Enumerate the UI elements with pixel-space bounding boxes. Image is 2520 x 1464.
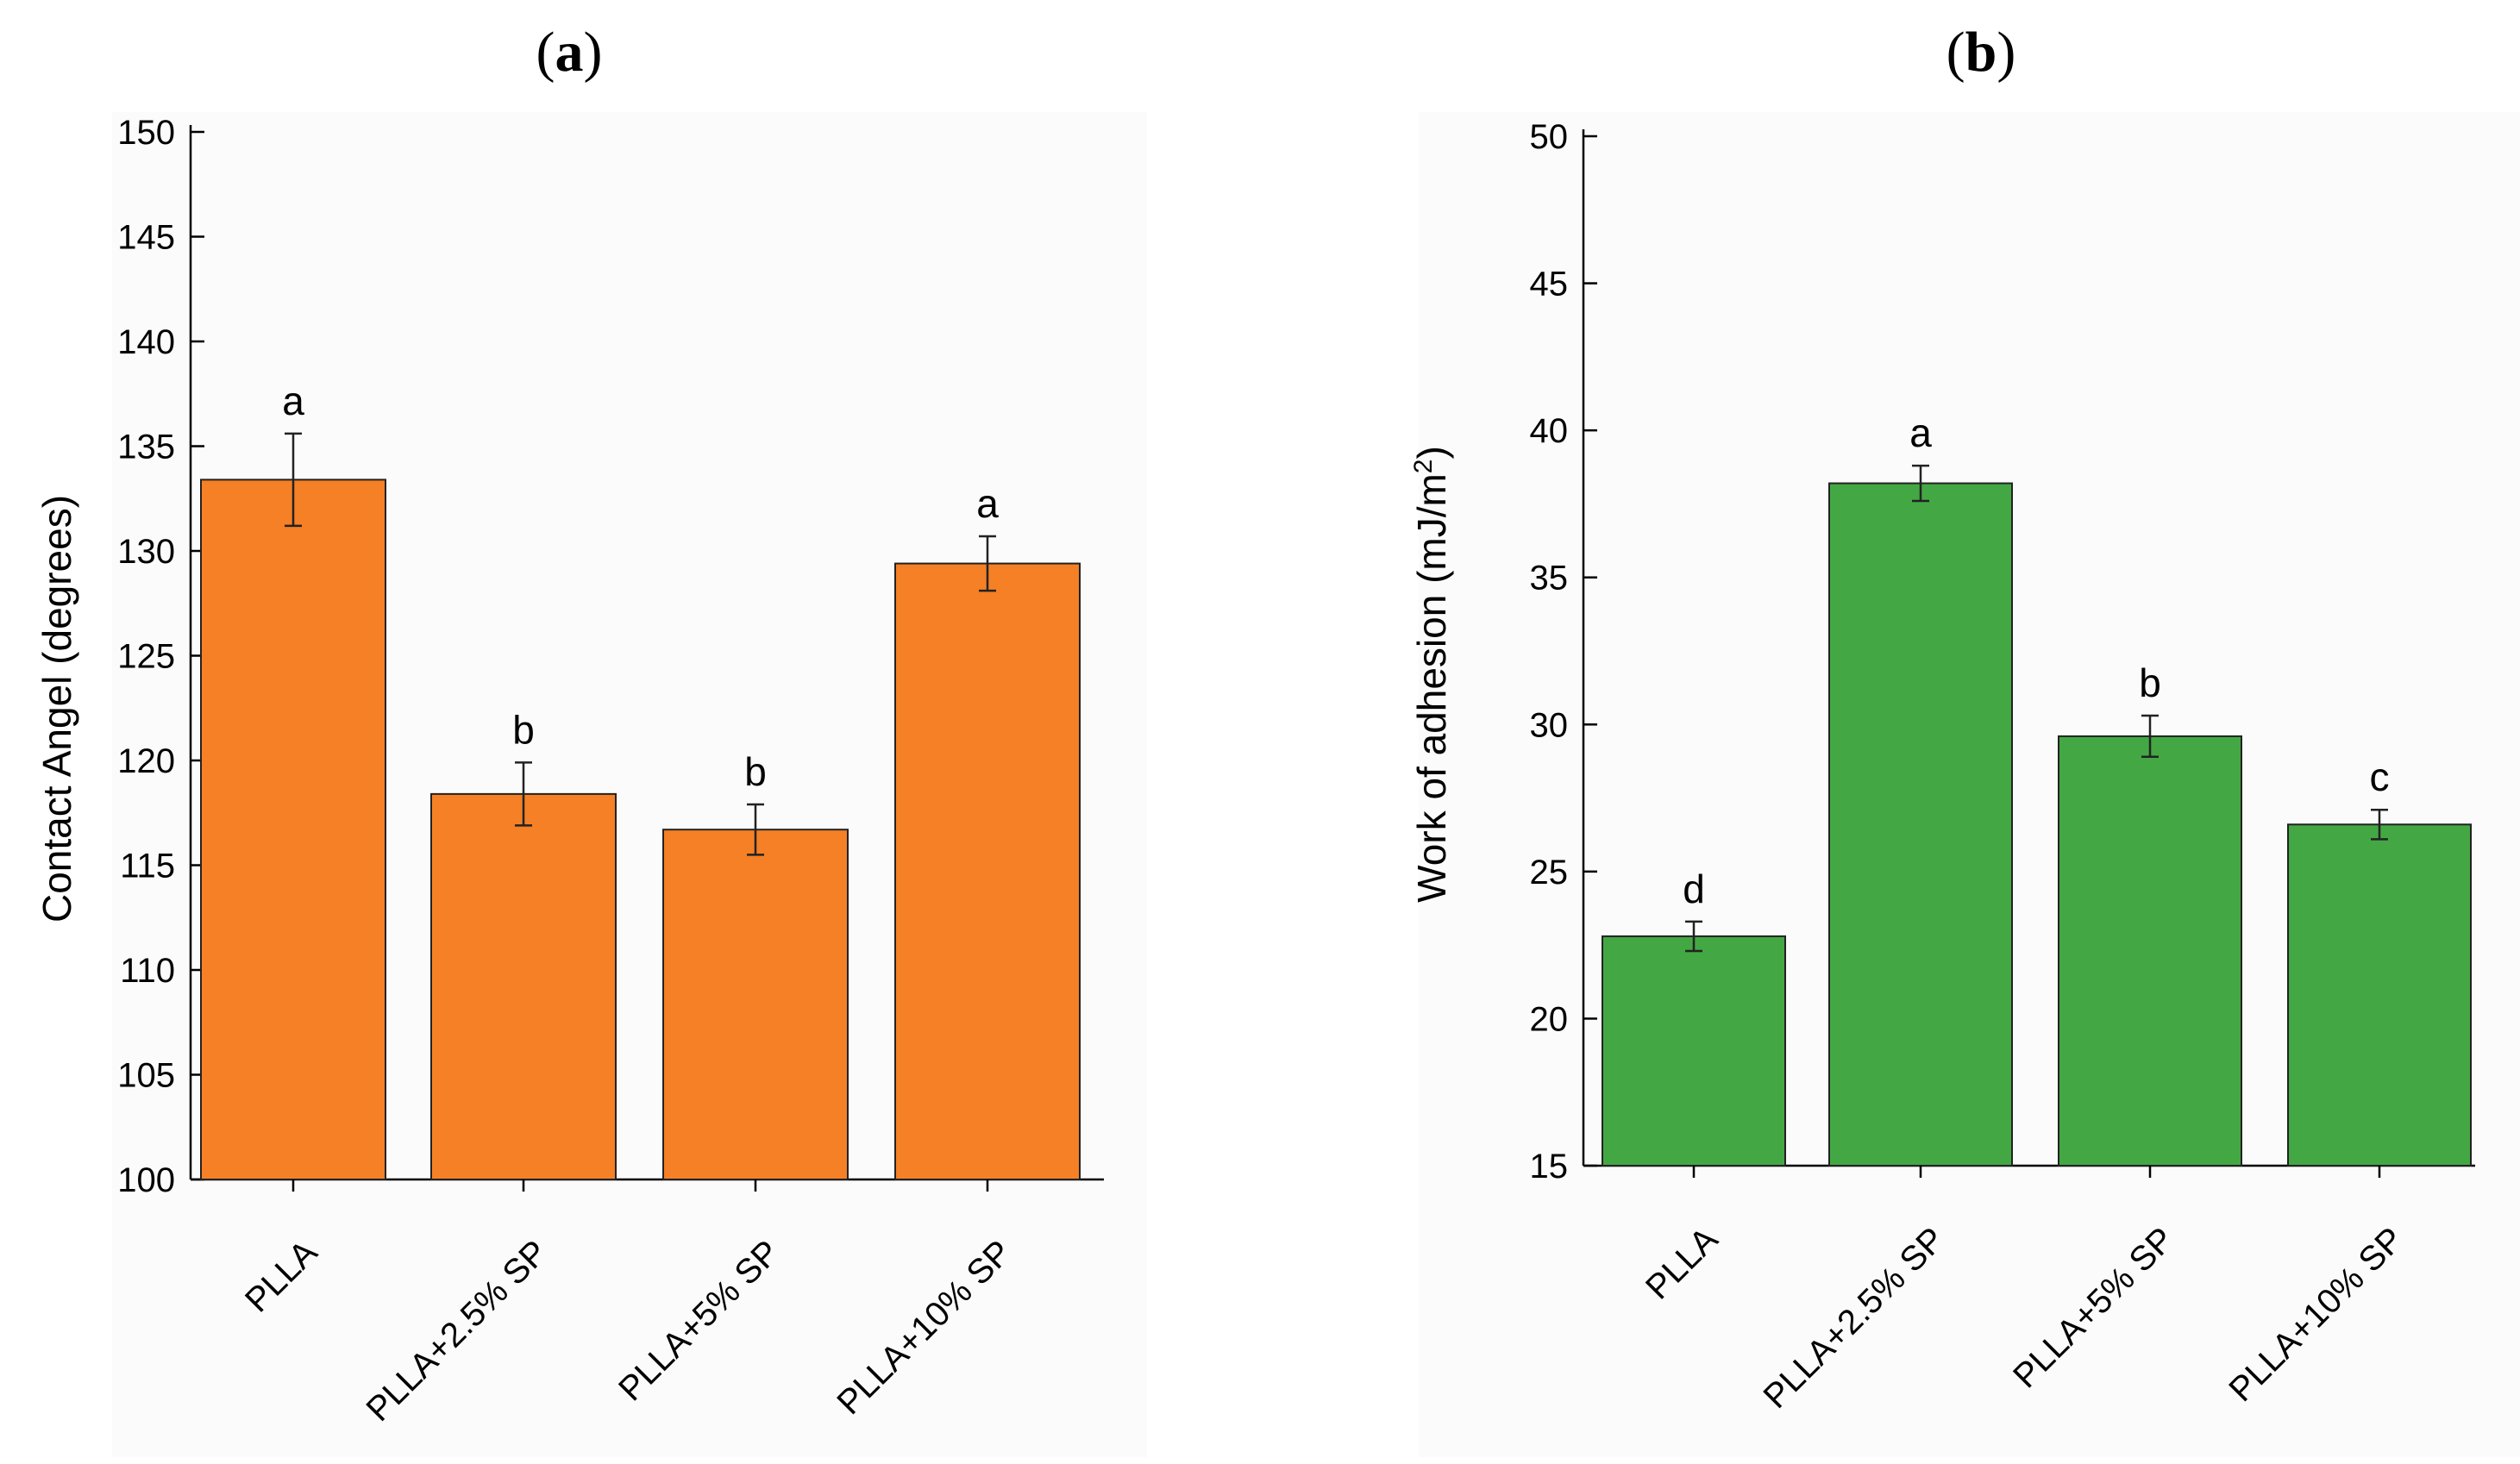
significance-label: c [2370,754,2390,799]
y-tick-label: 30 [1530,706,1569,744]
bar [894,562,1081,1180]
panel-a: (a) Contact Angel (degrees) 100 105 110 115… [34,21,1147,1457]
y-tick-label: 140 [117,323,175,361]
y-tick-label: 115 [120,848,175,885]
panel-b: (b) Work of adhesion (mJ/m2) 15 20 25 30 35 4… [1409,21,2520,1457]
significance-label: b [744,749,767,794]
panel-b-label: (b) [1946,21,2016,84]
significance-label: a [282,379,304,423]
y-tick-label: 105 [117,1057,175,1095]
y-tick-label: 15 [1530,1148,1569,1186]
bar [430,792,617,1180]
y-tick-label: 145 [117,219,175,257]
y-tick-label: 125 [117,638,175,676]
significance-label: b [512,707,535,752]
y-tick-label: 110 [120,952,175,990]
significance-label: d [1683,867,1705,911]
bar [2058,735,2242,1167]
y-tick-label: 40 [1530,412,1569,450]
y-tick-label: 100 [117,1161,175,1199]
y-tick-label: 130 [117,533,175,571]
bar [2287,823,2472,1167]
y-tick-label: 45 [1530,266,1569,303]
y-tick-label: 150 [117,114,175,152]
y-axis-title-a: Contact Angel (degrees) [34,495,79,923]
y-axis-title-b: Work of adhesion (mJ/m2) [1409,446,1455,903]
y-tick-label: 20 [1530,1000,1569,1038]
y-tick-label: 120 [117,742,175,780]
significance-label: b [2139,660,2161,705]
bar [200,479,386,1180]
bar [1602,935,1786,1167]
plot-area-a: 100105110115120125130135140145150aPLLAbP… [117,114,1104,1429]
significance-label: a [1909,410,1932,455]
panel-a-label: (a) [536,21,603,84]
y-tick-label: 135 [117,429,175,466]
significance-label: a [976,481,999,526]
y-tick-label: 35 [1530,560,1569,597]
y-tick-label: 50 [1530,118,1569,156]
y-tick-label: 25 [1530,854,1569,892]
bar [662,829,849,1180]
bar [1828,482,2013,1167]
